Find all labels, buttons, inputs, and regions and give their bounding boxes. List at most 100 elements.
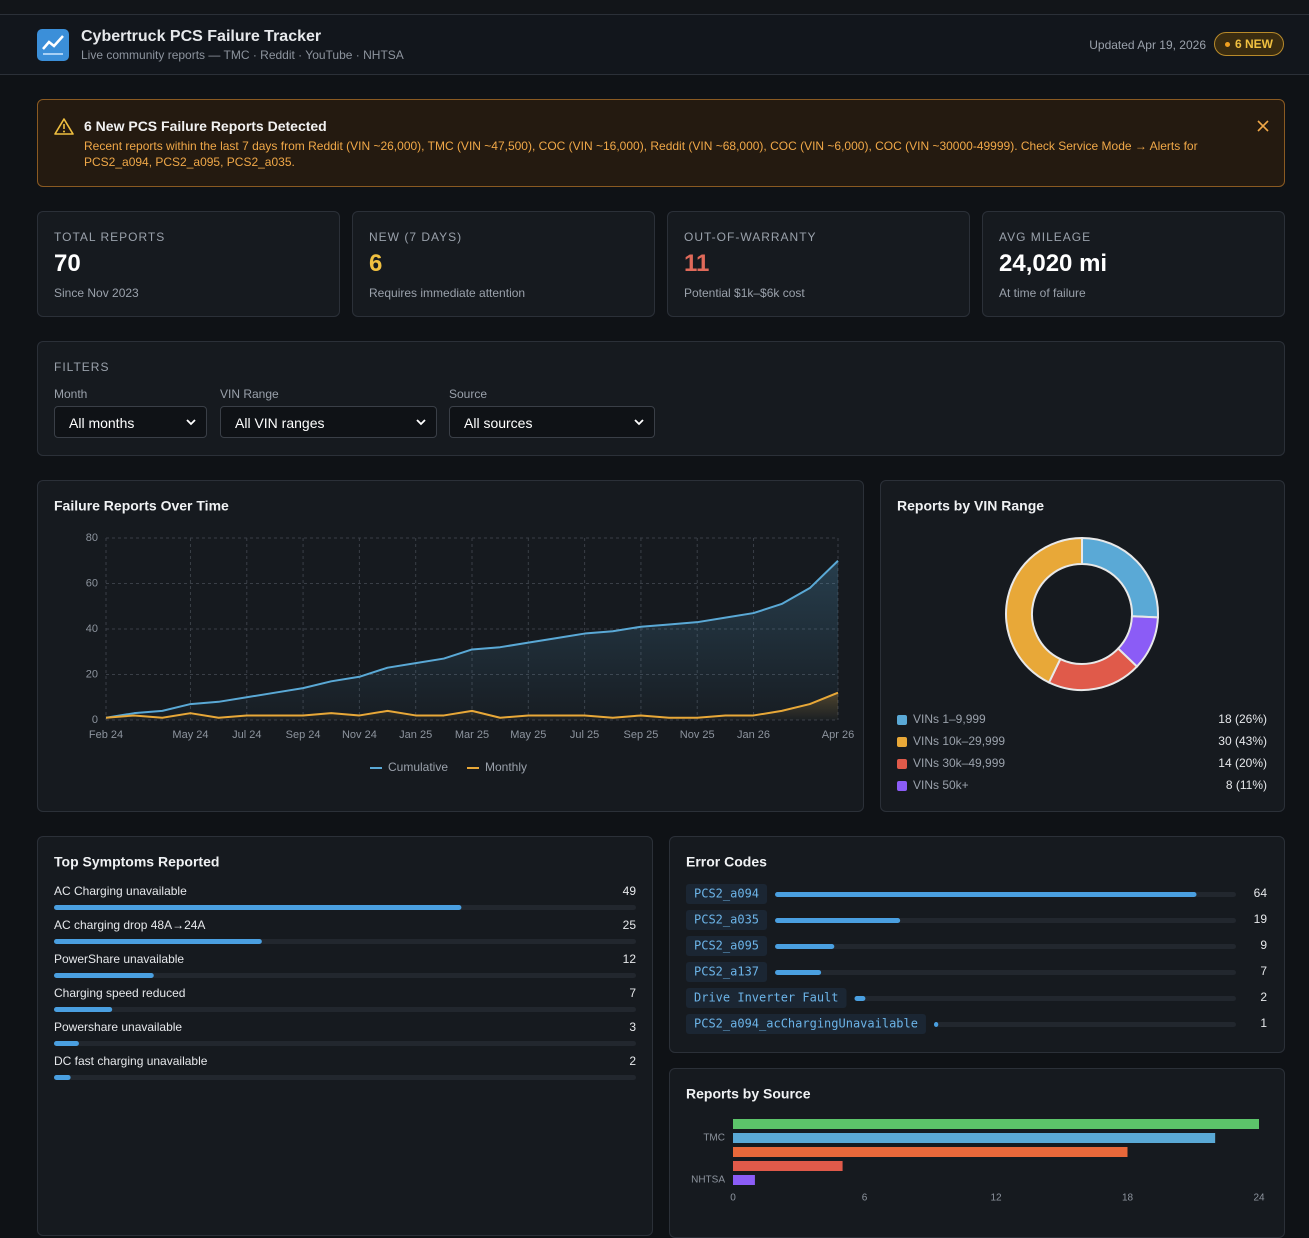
bar [933,1022,939,1027]
code-pill [686,1014,926,1034]
legend-label: VINs 50k+ [913,778,969,792]
bar-track [933,1022,1236,1027]
bar-track [775,944,1236,949]
filter-select[interactable]: All sources [449,406,655,438]
bar [733,1119,1259,1129]
series-line [105,691,839,719]
row-label: AC Charging unavailable [54,884,187,898]
row-value: 7 [1260,964,1267,978]
filter-select[interactable]: All months [54,406,207,438]
kpi-label: OUT-OF-WARRANTY [684,230,817,244]
code-label: PCS2_a137 [694,965,759,979]
code-pill [686,884,768,904]
row-value: 7 [629,986,636,1000]
code-pill [686,988,847,1008]
row-label: DC fast charging unavailable [54,1054,208,1068]
code-pill [686,936,768,956]
kpi-note: Potential $1k–$6k cost [684,286,805,300]
bar [775,918,901,923]
bar [54,1041,79,1046]
y-tick-label: 20 [86,668,98,680]
x-tick-label: Nov 24 [342,729,377,741]
chart-title: Failure Reports Over Time [54,498,229,514]
bar-track [775,970,1236,975]
x-tick-label: Mar 25 [455,729,489,741]
doughnut-card [880,480,1285,812]
alert-title: 6 New PCS Failure Reports Detected [84,118,327,134]
y-tick-label: 60 [86,577,98,589]
kpi-card: NEW (7 DAYS) 6 Requires immediate attentio… [352,211,655,317]
code-label: PCS2_a095 [694,939,759,953]
y-tick-label: NHTSA [691,1175,725,1186]
bar [54,1075,71,1080]
bar [733,1133,1216,1143]
chart-title: Error Codes [686,854,767,870]
new-badge: 6 NEW [1214,32,1284,56]
kpi-card: TOTAL REPORTS 70 Since Nov 2023 [37,211,340,317]
legend-label: Cumulative [388,760,448,774]
kpi-label: NEW (7 DAYS) [369,230,463,244]
subtitle: Live community reports — TMC · Reddit · … [81,48,404,62]
kpi-value: 11 [684,250,710,277]
x-tick-label: Nov 25 [680,729,715,741]
close-button[interactable] [1257,120,1269,132]
row-value: 1 [1260,1016,1267,1030]
bar [733,1175,755,1185]
kpi-label: AVG MILEAGE [999,230,1092,244]
title: Cybertruck PCS Failure Tracker [81,28,322,45]
x-tick-label: May 25 [510,729,546,741]
filter-label: Source [449,387,488,401]
kpi-card: OUT-OF-WARRANTY 11 Potential $1k–$6k cost [667,211,970,317]
kpi-value: 24,020 mi [999,250,1108,277]
legend-value: 14 (20%) [1218,756,1267,770]
filter-select[interactable]: All VIN ranges [220,406,437,438]
filter-value: All sources [464,415,533,431]
bar-track [54,973,636,978]
header: Cybertruck PCS Failure Tracker Live comm… [0,15,1309,75]
chart-title: Top Symptoms Reported [54,854,219,870]
filter-value: All VIN ranges [235,415,325,431]
kpi-note: Since Nov 2023 [54,286,139,300]
row-label: Charging speed reduced [54,986,185,1000]
symptoms-card [37,836,653,1236]
x-tick-label: 18 [1122,1193,1134,1204]
doughnut-slice [1081,536,1159,619]
filters-card: FILTERS Month All months VIN Range All VIN … [37,341,1285,456]
x-tick-label: 6 [862,1193,868,1204]
series-area [106,692,838,720]
filter-value: All months [69,415,135,431]
y-tick-label: 80 [86,532,98,544]
row-label: Powershare unavailable [54,1020,182,1034]
bar-track [854,996,1236,1001]
legend-swatch [897,715,907,725]
x-tick-label: May 24 [172,729,208,741]
row-label: PowerShare unavailable [54,952,184,966]
bar [54,973,154,978]
x-tick-label: Apr 26 [822,729,854,741]
series-line [105,560,839,719]
updated: Updated Apr 19, 2026 [1089,38,1206,52]
code-pill [686,962,768,982]
x-tick-label: Jan 25 [399,729,432,741]
series-area [106,560,838,720]
bar [733,1161,843,1171]
logo [37,29,69,61]
bar [854,996,866,1001]
code-label: PCS2_a094 [694,887,759,901]
kpi-value: 6 [369,250,383,277]
bar [775,970,822,975]
bar-track [54,1075,636,1080]
filter-label: VIN Range [220,387,279,401]
filter-label: Month [54,387,88,401]
row-label: AC charging drop 48A→24A [54,918,205,932]
chevron [416,419,426,426]
legend-value: 30 (43%) [1218,734,1267,748]
kpi-note: At time of failure [999,286,1086,300]
code-label: Drive Inverter Fault [694,991,839,1005]
alert-text: Recent reports within the last 7 days fr… [84,139,1198,169]
x-tick-label: Sep 24 [286,729,321,741]
x-tick-label: Jul 24 [232,729,261,741]
alert: 6 New PCS Failure Reports Detected Recen… [37,99,1285,187]
